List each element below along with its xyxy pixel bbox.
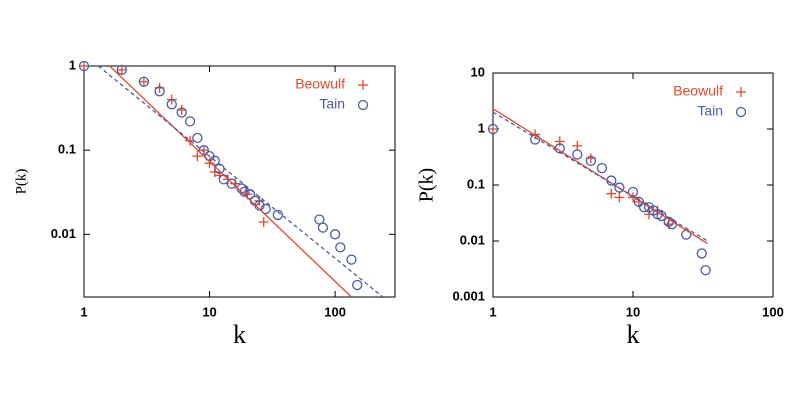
- point: [596, 162, 608, 174]
- y-tick-label: 1: [69, 57, 76, 72]
- point: [260, 203, 271, 215]
- legend-marker: [735, 106, 747, 118]
- x-tick-label: 1: [80, 304, 87, 319]
- legend-label: Tain: [697, 103, 723, 119]
- legend-label: Tain: [319, 96, 345, 112]
- y-tick-label: 0.1: [58, 142, 76, 157]
- x-tick-label: 10: [202, 304, 216, 319]
- fit-line: [97, 66, 384, 297]
- point: [198, 145, 209, 156]
- point: [116, 64, 127, 75]
- point: [656, 210, 667, 222]
- x-tick-label: 10: [626, 304, 640, 319]
- y-tick-label: 0.01: [51, 226, 76, 241]
- point: [138, 76, 150, 87]
- point: [317, 222, 329, 233]
- fit-line: [109, 66, 352, 297]
- legend-label: Beowulf: [673, 83, 723, 99]
- y-axis-label: P(k): [13, 169, 29, 195]
- point: [204, 158, 215, 169]
- point: [487, 123, 499, 135]
- point: [585, 155, 597, 166]
- point: [244, 189, 256, 200]
- point: [78, 60, 90, 72]
- point: [192, 151, 203, 162]
- fit-line: [493, 108, 708, 245]
- point: [79, 61, 89, 71]
- point: [209, 155, 220, 166]
- point: [198, 145, 209, 156]
- point: [614, 182, 625, 193]
- point: [352, 279, 363, 291]
- point: [329, 229, 341, 240]
- y-tick-label: 0.1: [467, 176, 485, 191]
- point: [166, 99, 177, 110]
- x-tick-label: 100: [762, 304, 784, 319]
- point: [335, 242, 346, 253]
- point: [572, 140, 583, 151]
- x-axis-label: k: [627, 320, 640, 349]
- point: [606, 188, 617, 199]
- point: [696, 248, 707, 259]
- point: [258, 217, 269, 228]
- y-tick-label: 0.01: [460, 232, 485, 247]
- legend-marker: [357, 99, 369, 111]
- point: [239, 186, 250, 197]
- plot-frame: [492, 72, 774, 298]
- chart: 1 10 100 1 0.1 0.01 k P(k) Beowulf Tain: [13, 57, 396, 349]
- point: [272, 209, 284, 221]
- y-tick-label: 0.001: [452, 288, 485, 303]
- x-tick-label: 1: [489, 304, 496, 319]
- point: [346, 254, 357, 265]
- point: [554, 136, 565, 147]
- legend-label: Beowulf: [295, 76, 345, 92]
- point: [572, 149, 583, 160]
- y-axis-label: P(k): [416, 168, 438, 202]
- point: [226, 178, 237, 189]
- point: [192, 132, 203, 144]
- chart: 1 10 100 10 1 0.1 0.01 0.001 k P(k) Beowulf Tain: [416, 64, 784, 349]
- legend-marker: [358, 80, 368, 90]
- point: [138, 76, 149, 87]
- x-axis-label: k: [233, 320, 246, 349]
- point: [154, 86, 165, 97]
- point: [184, 116, 196, 127]
- plot-frame: [83, 65, 396, 298]
- point: [488, 124, 498, 134]
- y-tick-label: 10: [471, 64, 485, 79]
- legend-marker: [736, 87, 746, 97]
- y-tick-label: 1: [478, 120, 485, 135]
- point: [116, 64, 127, 76]
- point: [700, 265, 711, 276]
- point: [176, 107, 187, 118]
- x-tick-label: 100: [324, 304, 346, 319]
- point: [614, 192, 625, 203]
